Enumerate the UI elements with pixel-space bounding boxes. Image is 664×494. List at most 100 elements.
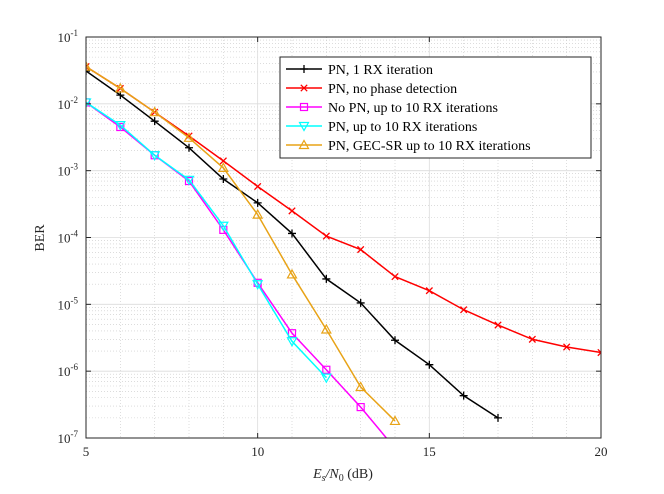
data-point [389,415,401,426]
data-point [114,121,126,131]
y-tick-label: 10-5 [58,295,79,312]
data-point [183,175,195,186]
data-point [391,272,399,281]
y-tick-labels: 10-7 10-6 10-5 10-4 10-3 10-2 10-1 [58,28,79,446]
y-tick-label: 10-3 [58,162,79,179]
y-tick-base: 10 [58,364,71,379]
y-tick-base: 10 [58,164,71,179]
series-group [86,66,502,422]
data-point [286,337,298,348]
series-line [86,101,327,379]
data-point [252,280,264,290]
data-point [597,348,601,357]
data-point [320,373,332,384]
data-point [425,360,434,369]
data-point [185,143,193,152]
data-point [425,287,433,295]
data-point [183,132,195,142]
data-point [254,182,262,191]
y-tick-base: 10 [58,431,71,446]
data-point [86,66,90,75]
data-point [252,208,264,219]
data-point [460,306,468,314]
x-tick-label: 5 [83,444,90,459]
data-point [86,98,91,107]
legend-label: No PN, up to 10 RX iterations [328,101,498,116]
x-tick-labels: 5 10 15 20 [83,444,608,459]
data-point [356,298,365,307]
data-point [298,121,310,132]
data-point [217,162,229,172]
y-tick-base: 10 [58,297,71,312]
data-point [288,207,296,215]
data-point [355,381,367,392]
series-layer [86,60,601,438]
data-point [219,175,228,184]
data-point [86,98,92,109]
data-point [288,229,296,238]
data-point [217,221,229,232]
x-axis-label-e: E [312,467,322,482]
legend-label: PN, 1 RX iteration [328,63,433,78]
y-tick-base: 10 [58,231,71,246]
data-point [320,323,332,334]
legend: PN, 1 RX iteration PN, no phase detectio… [279,56,592,159]
y-tick-exp: -1 [71,28,79,38]
data-point [150,117,159,126]
data-point [356,402,365,412]
y-tick-exp: -6 [71,362,79,372]
legend-box [279,56,592,159]
y-tick-exp: -7 [71,429,79,439]
y-tick-exp: -5 [71,295,79,305]
data-point [494,413,502,422]
series-group [86,98,332,384]
x-tick-label: 10 [251,444,264,459]
legend-label: PN, GEC-SR up to 10 RX iterations [328,139,531,154]
legend-label: PN, no phase detection [328,82,457,97]
y-tick-exp: -4 [71,229,79,239]
y-axis-label: BER [33,224,48,252]
data-point [86,60,92,71]
y-tick-label: 10-4 [58,229,79,246]
data-point [286,268,298,279]
data-point [149,151,161,161]
legend-samples [286,65,322,150]
data-point [253,198,262,207]
data-point [322,365,331,374]
y-tick-label: 10-2 [58,95,79,112]
data-point [322,274,331,283]
data-point [357,245,365,254]
data-point [300,65,308,73]
y-tick-exp: -3 [71,162,79,172]
data-point [287,329,297,338]
data-point [300,84,308,92]
y-tick-base: 10 [58,97,71,112]
data-point [459,391,468,400]
data-point [563,343,571,351]
x-axis-label-unit: (dB) [344,467,374,482]
data-point [322,232,330,240]
x-axis-label-sub1: s [322,473,326,484]
x-axis-label: Es/N0 (dB) [312,467,373,484]
x-tick-label: 15 [423,444,436,459]
legend-label: PN, up to 10 RX iterations [328,120,477,135]
y-tick-label: 10-6 [58,362,79,379]
data-point [528,335,536,343]
y-tick-label: 10-7 [58,429,79,446]
x-tick-label: 20 [595,444,608,459]
data-point [219,157,227,165]
series-line [86,66,396,422]
data-point [494,321,502,329]
y-tick-label: 10-1 [58,28,79,45]
data-point [114,82,126,93]
series-group [86,60,401,426]
data-point [149,106,161,117]
x-axis-label-n: /N [325,467,340,482]
data-point [299,102,309,112]
data-point [391,336,399,345]
y-tick-exp: -2 [71,95,79,105]
data-point [298,139,310,150]
x-axis-label-sub2: 0 [339,473,344,484]
y-tick-base: 10 [58,30,71,45]
